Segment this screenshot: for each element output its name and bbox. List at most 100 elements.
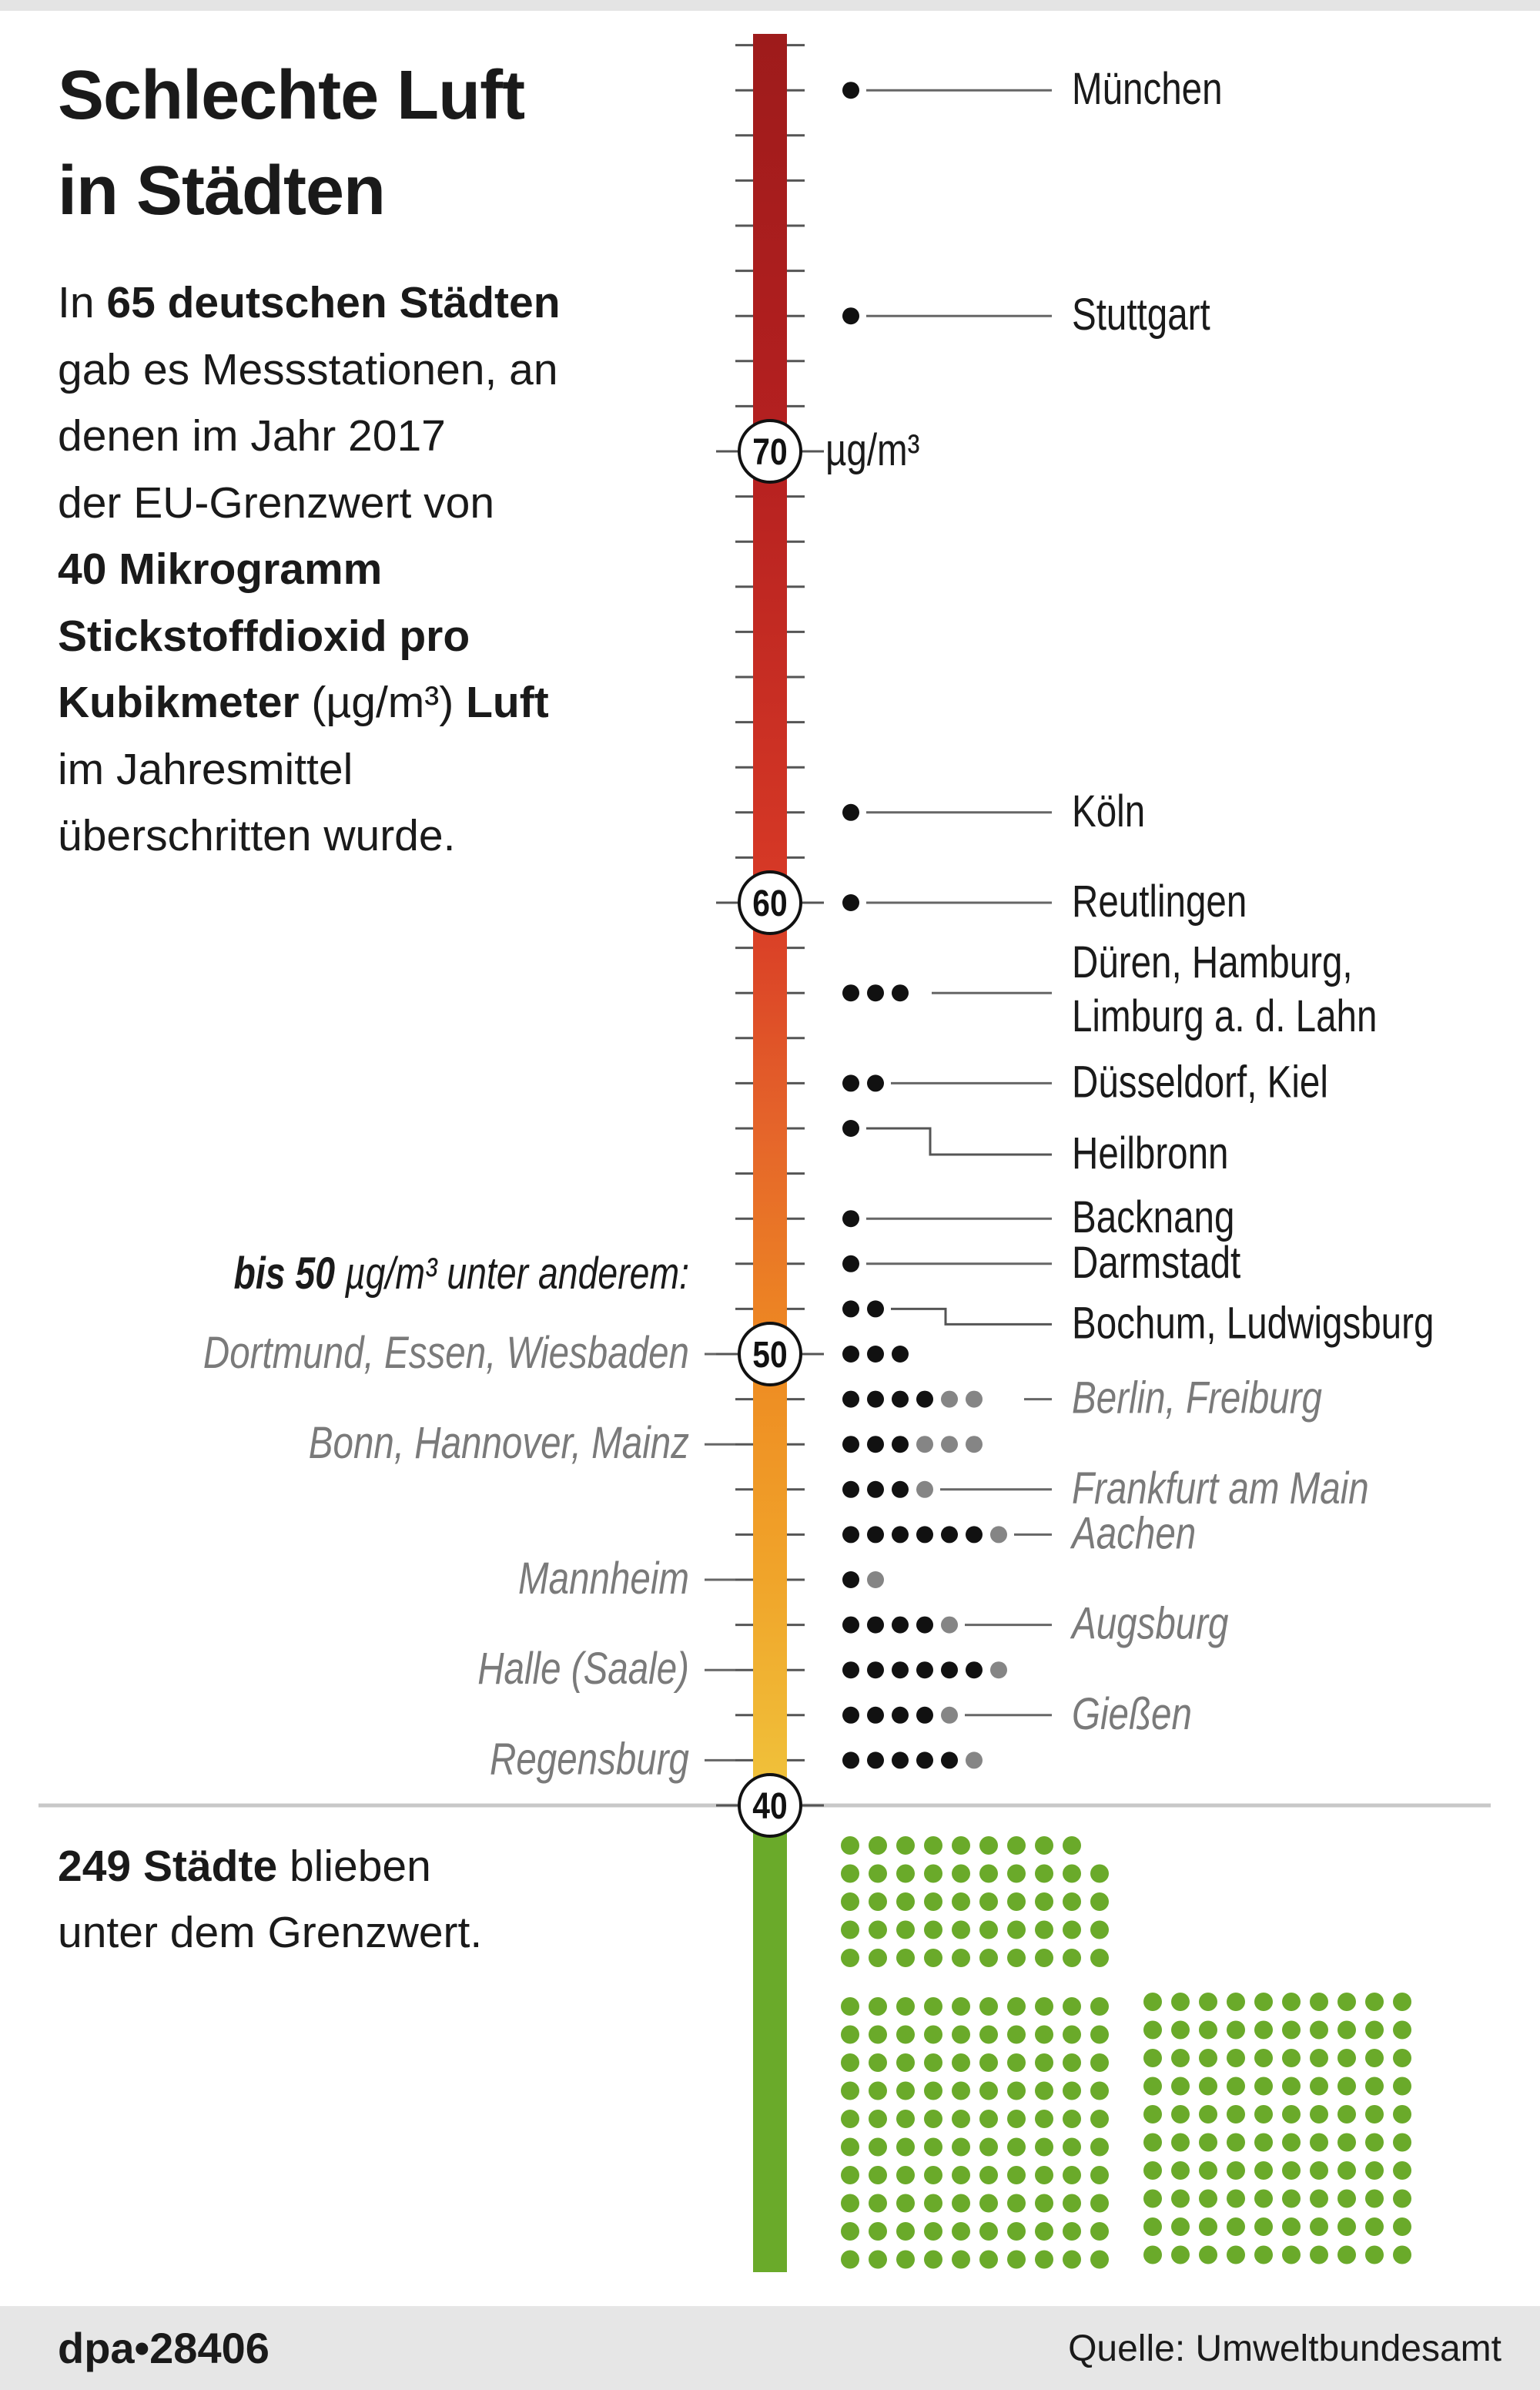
below-limit-city-dot [1393, 2245, 1411, 2264]
unit-label: µg/m³ [825, 426, 919, 476]
scale-marker-label: 50 [752, 1335, 787, 1376]
below-limit-city-dot [924, 1997, 942, 2016]
below-limit-city-dot [1090, 2250, 1109, 2269]
scale-bar-below-limit [753, 1805, 787, 2272]
station-dot [842, 82, 859, 99]
below-limit-city-dot [1199, 2189, 1217, 2208]
below-limit-city-dot [1337, 2133, 1356, 2152]
below-limit-city-dot [1035, 1997, 1053, 2016]
below-limit-city-dot [841, 2222, 859, 2241]
below-limit-city-dot [1365, 2245, 1384, 2264]
below-limit-city-dot [1310, 1993, 1328, 2011]
station-dot [892, 1346, 909, 1363]
below-limit-city-dot [1007, 2137, 1026, 2157]
below-limit-city-dot [1090, 2110, 1109, 2128]
below-limit-city-dot [841, 2250, 859, 2269]
below-limit-city-dot [1007, 1864, 1026, 1883]
below-limit-city-dot [869, 2166, 887, 2184]
below-limit-city-dot [1393, 2020, 1411, 2040]
below-limit-city-dot [1365, 2189, 1384, 2208]
below-limit-city-dot [1337, 2049, 1356, 2067]
below-limit-city-dot [924, 1892, 942, 1911]
below-limit-city-dot [896, 1949, 915, 1967]
below-limit-city-dot [1393, 2161, 1411, 2180]
below-limit-city-dot [979, 1997, 998, 2016]
below-limit-city-dot [1171, 2217, 1190, 2236]
below-limit-city-dot [1199, 2105, 1217, 2124]
below-limit-city-dot [1063, 2250, 1081, 2269]
below-limit-city-dot [1035, 2222, 1053, 2241]
station-dot [842, 1480, 859, 1498]
below-limit-city-dot [869, 2194, 887, 2213]
below-limit-city-dot [1007, 2166, 1026, 2184]
below-limit-city-dot [952, 2194, 970, 2213]
below-limit-city-dot [979, 2250, 998, 2269]
below-limit-city-dot [1337, 2189, 1356, 2208]
below-limit-city-dot [896, 2250, 915, 2269]
below-limit-city-dot [841, 2194, 859, 2213]
below-limit-city-dot [1035, 2194, 1053, 2213]
station-dot-grey [941, 1616, 958, 1634]
below-limit-city-dot [1365, 2020, 1384, 2040]
below-limit-city-dot [1063, 1836, 1081, 1855]
below-limit-city-dot [1035, 1864, 1053, 1883]
below-limit-city-dot [896, 1997, 915, 2016]
below-limit-city-dot [1143, 2133, 1162, 2152]
below-limit-city-dot [1310, 2020, 1328, 2040]
below-limit-city-dot [896, 1892, 915, 1911]
below-limit-city-dot [1365, 1993, 1384, 2011]
station-dot [842, 1300, 859, 1318]
below-limit-city-dot [1282, 1993, 1301, 2011]
below-limit-city-dot [924, 1949, 942, 1967]
below-limit-city-dot [1035, 1949, 1053, 1967]
below-limit-city-dot [952, 2137, 970, 2157]
below-limit-city-dot [869, 2250, 887, 2269]
intro-text: (µg/m³) [299, 678, 467, 727]
station-dot [842, 1751, 859, 1769]
below-limit-city-dot [1199, 1993, 1217, 2011]
below-limit-city-dot [869, 1864, 887, 1883]
station-dot [867, 1346, 884, 1363]
station-dot [842, 1390, 859, 1408]
below-limit-city-dot [924, 2222, 942, 2241]
below-limit-city-dot [896, 1836, 915, 1855]
station-dot [916, 1751, 933, 1769]
below-limit-city-dot [979, 2081, 998, 2100]
below-limit-city-dot [1090, 1949, 1109, 1967]
below-limit-city-dot [1035, 1836, 1053, 1855]
below-limit-city-dot [1282, 2133, 1301, 2152]
below-limit-city-dot [1171, 2105, 1190, 2124]
below-limit-city-dot [1035, 1920, 1053, 1939]
below-limit-city-dot [1035, 2110, 1053, 2128]
below-limit-city-dot [896, 1864, 915, 1883]
below-limit-city-dot [1007, 2025, 1026, 2044]
below-limit-city-dot [1254, 2077, 1273, 2096]
station-dot [916, 1706, 933, 1724]
below-limit-city-dot [1282, 2020, 1301, 2040]
below-limit-city-dot [1007, 2081, 1026, 2100]
leader-line [891, 1307, 1052, 1326]
below-limit-city-dot [869, 1949, 887, 1967]
scale-marker-circle [738, 1773, 802, 1838]
below-limit-city-dot [1035, 1892, 1053, 1911]
intro-bold: Stickstoffdioxid pro [58, 611, 470, 661]
below-limit-city-dot [869, 2137, 887, 2157]
below-limit-city-dot [979, 2166, 998, 2184]
below-text: blieben [277, 1842, 431, 1891]
below-limit-city-dot [1310, 2189, 1328, 2208]
scale-marker-label: 70 [752, 432, 787, 473]
below-limit-city-dot [1090, 1997, 1109, 2016]
below-limit-city-dot [1227, 2217, 1245, 2236]
below-limit-city-dot [1171, 2077, 1190, 2096]
station-dot [916, 1526, 933, 1544]
below-limit-city-dot [924, 1920, 942, 1939]
below-limit-city-dot [1282, 2049, 1301, 2067]
below-limit-city-dot [1143, 2049, 1162, 2067]
below-limit-city-dot [1393, 2105, 1411, 2124]
station-dot [842, 1706, 859, 1724]
city-label: Heilbronn [1072, 1129, 1228, 1179]
below-limit-city-dot [1227, 2133, 1245, 2152]
below-limit-city-dot [1199, 2020, 1217, 2040]
city-label: Berlin, Freiburg [1072, 1373, 1322, 1423]
city-label: Gießen [1072, 1689, 1192, 1739]
